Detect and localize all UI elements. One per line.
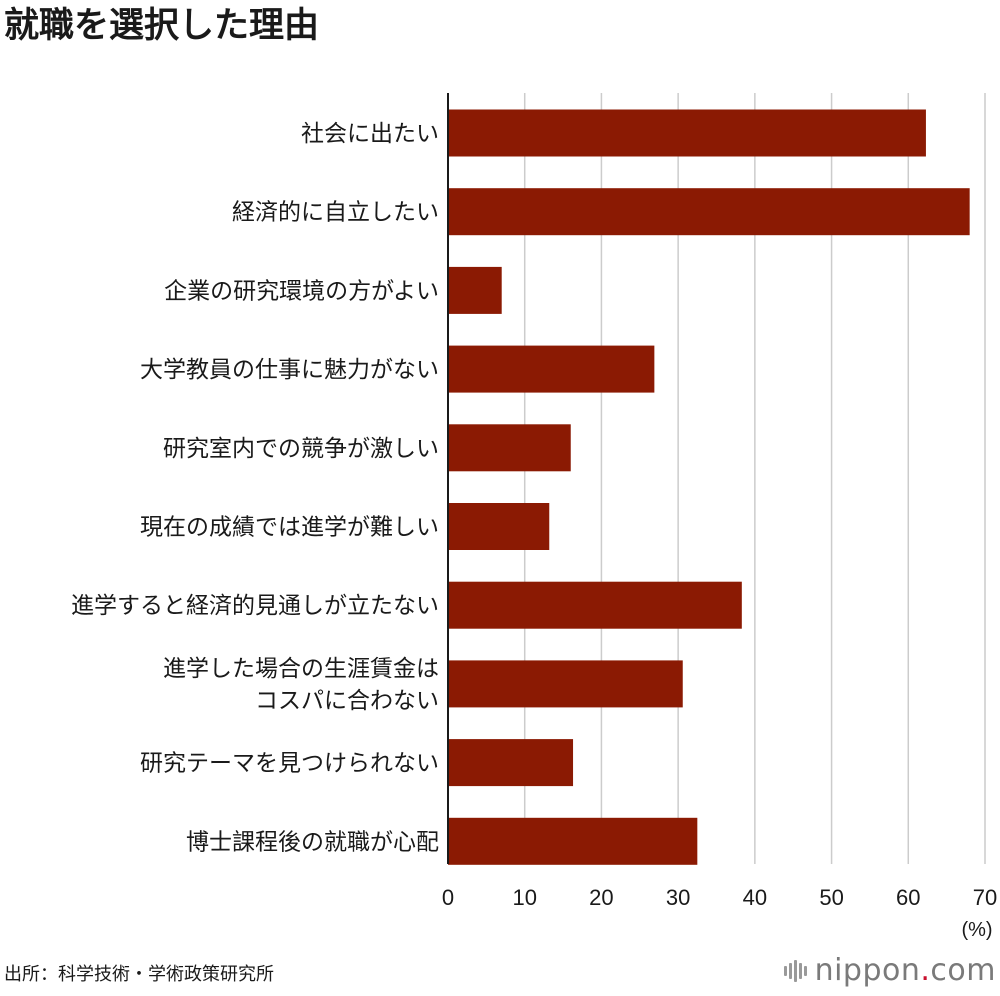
bar bbox=[448, 345, 655, 393]
category-label: 博士課程後の就職が心配 bbox=[186, 829, 439, 855]
x-tick-label: 20 bbox=[589, 885, 613, 910]
category-label: 企業の研究環境の方がよい bbox=[164, 278, 439, 304]
x-tick-label: 60 bbox=[896, 885, 920, 910]
x-tick-label: 30 bbox=[666, 885, 690, 910]
nippon-logo: nippon.com bbox=[783, 953, 996, 989]
x-axis-unit-label: (%) bbox=[961, 919, 992, 941]
bar bbox=[448, 424, 571, 472]
bar bbox=[448, 503, 550, 550]
category-label: 研究室内での競争が激しい bbox=[163, 436, 439, 462]
category-label: 進学すると経済的見通しが立たない bbox=[71, 593, 439, 619]
category-label: 大学教員の仕事に魅力がない bbox=[140, 357, 439, 383]
source-note: 出所：科学技術・学術政策研究所 bbox=[4, 964, 274, 985]
category-label: 進学した場合の生涯賃金は bbox=[163, 656, 439, 682]
x-tick-label: 40 bbox=[743, 885, 767, 910]
brand-name: nippon.com bbox=[814, 953, 996, 988]
bar bbox=[448, 266, 502, 314]
bar bbox=[448, 817, 698, 865]
category-label: コスパに合わない bbox=[255, 688, 439, 714]
x-tick-label: 70 bbox=[973, 885, 997, 910]
category-label: 経済的に自立したい bbox=[232, 200, 439, 226]
bar-chart: 社会に出たい経済的に自立したい企業の研究環境の方がよい大学教員の仕事に魅力がない… bbox=[71, 93, 997, 941]
x-tick-label: 50 bbox=[819, 885, 843, 910]
chart-title: 就職を選択した理由 bbox=[4, 6, 320, 46]
bar bbox=[448, 660, 683, 708]
bar bbox=[448, 739, 574, 787]
bar bbox=[448, 188, 970, 236]
bar bbox=[448, 109, 926, 157]
category-label: 社会に出たい bbox=[301, 121, 439, 147]
x-tick-label: 10 bbox=[512, 885, 536, 910]
category-labels: 社会に出たい経済的に自立したい企業の研究環境の方がよい大学教員の仕事に魅力がない… bbox=[71, 121, 439, 855]
category-label: 研究テーマを見つけられない bbox=[140, 751, 439, 777]
bars bbox=[448, 109, 970, 865]
x-tick-labels: 0 10 20 30 40 50 60 70 bbox=[442, 885, 997, 910]
x-tick-label: 0 bbox=[442, 885, 454, 910]
sound-wave-icon bbox=[783, 960, 807, 982]
bar bbox=[448, 581, 742, 629]
category-label: 現在の成績では進学が難しい bbox=[140, 515, 439, 541]
